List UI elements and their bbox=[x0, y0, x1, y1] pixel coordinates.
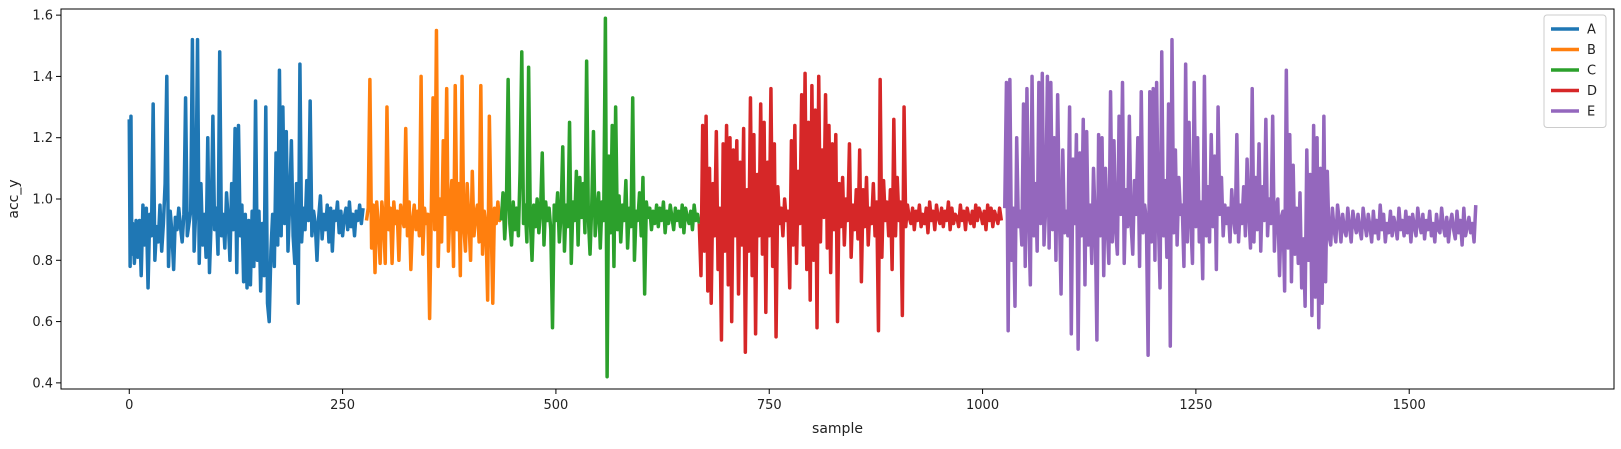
series-line-a bbox=[127, 37, 365, 324]
series-line-c bbox=[499, 16, 701, 379]
x-tick-label: 1250 bbox=[1179, 398, 1212, 413]
legend-label-e: E bbox=[1587, 105, 1595, 120]
x-axis-label: sample bbox=[812, 421, 863, 437]
plot-area bbox=[127, 16, 1478, 379]
legend-label-d: D bbox=[1587, 84, 1597, 99]
y-tick-label: 1.4 bbox=[32, 70, 53, 85]
y-tick-label: 1.6 bbox=[32, 9, 53, 24]
y-tick-label: 1.2 bbox=[32, 131, 53, 146]
x-tick-label: 500 bbox=[543, 398, 568, 413]
y-tick-label: 0.4 bbox=[32, 376, 53, 391]
legend-label-c: C bbox=[1587, 64, 1596, 79]
y-axis-label: acc_y bbox=[6, 179, 22, 218]
y-tick-label: 0.8 bbox=[32, 254, 53, 269]
x-tick-label: 0 bbox=[125, 398, 133, 413]
y-axis: 0.4 0.6 0.8 1.0 1.2 1.4 1.6 bbox=[32, 9, 61, 391]
legend-label-b: B bbox=[1587, 43, 1596, 58]
x-tick-label: 1000 bbox=[966, 398, 999, 413]
x-tick-label: 1500 bbox=[1393, 398, 1426, 413]
x-axis: 0 250 500 750 1000 1250 1500 bbox=[125, 389, 1426, 413]
x-tick-label: 750 bbox=[757, 398, 782, 413]
series-line-d bbox=[697, 71, 1004, 354]
series-line-b bbox=[364, 28, 504, 321]
y-tick-label: 1.0 bbox=[32, 193, 53, 208]
x-tick-label: 250 bbox=[330, 398, 355, 413]
legend-label-a: A bbox=[1587, 23, 1596, 38]
series-line-e bbox=[1003, 37, 1478, 358]
y-tick-label: 0.6 bbox=[32, 315, 53, 330]
